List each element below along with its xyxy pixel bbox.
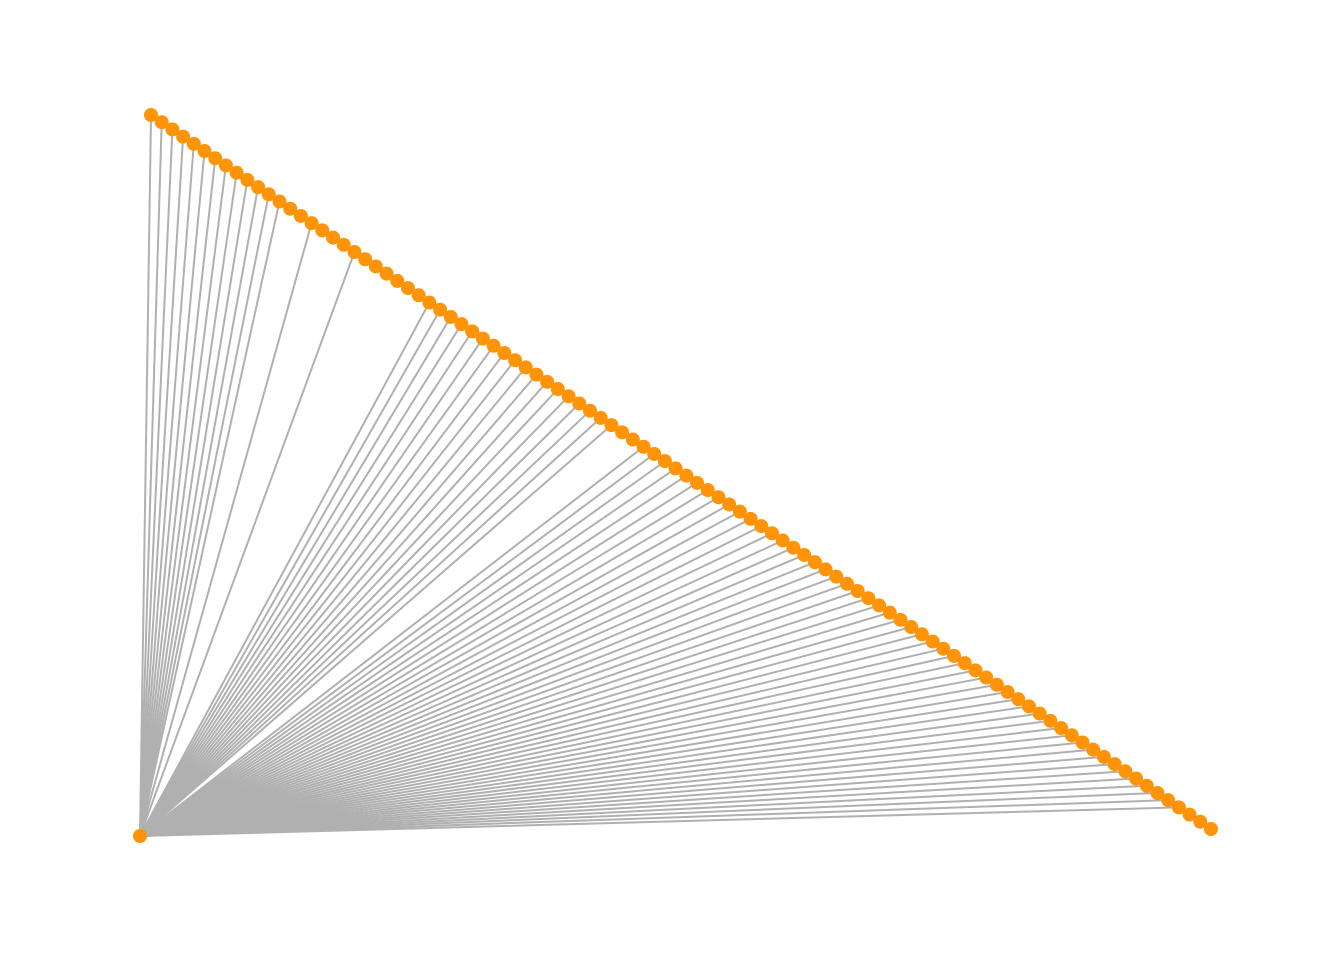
- edge-hub-to-node-66: [140, 591, 858, 836]
- edge-layer: [140, 115, 1179, 836]
- edge-hub-to-node-55: [140, 512, 740, 836]
- chain-node-99: [1204, 822, 1218, 836]
- hub-node: [133, 829, 147, 843]
